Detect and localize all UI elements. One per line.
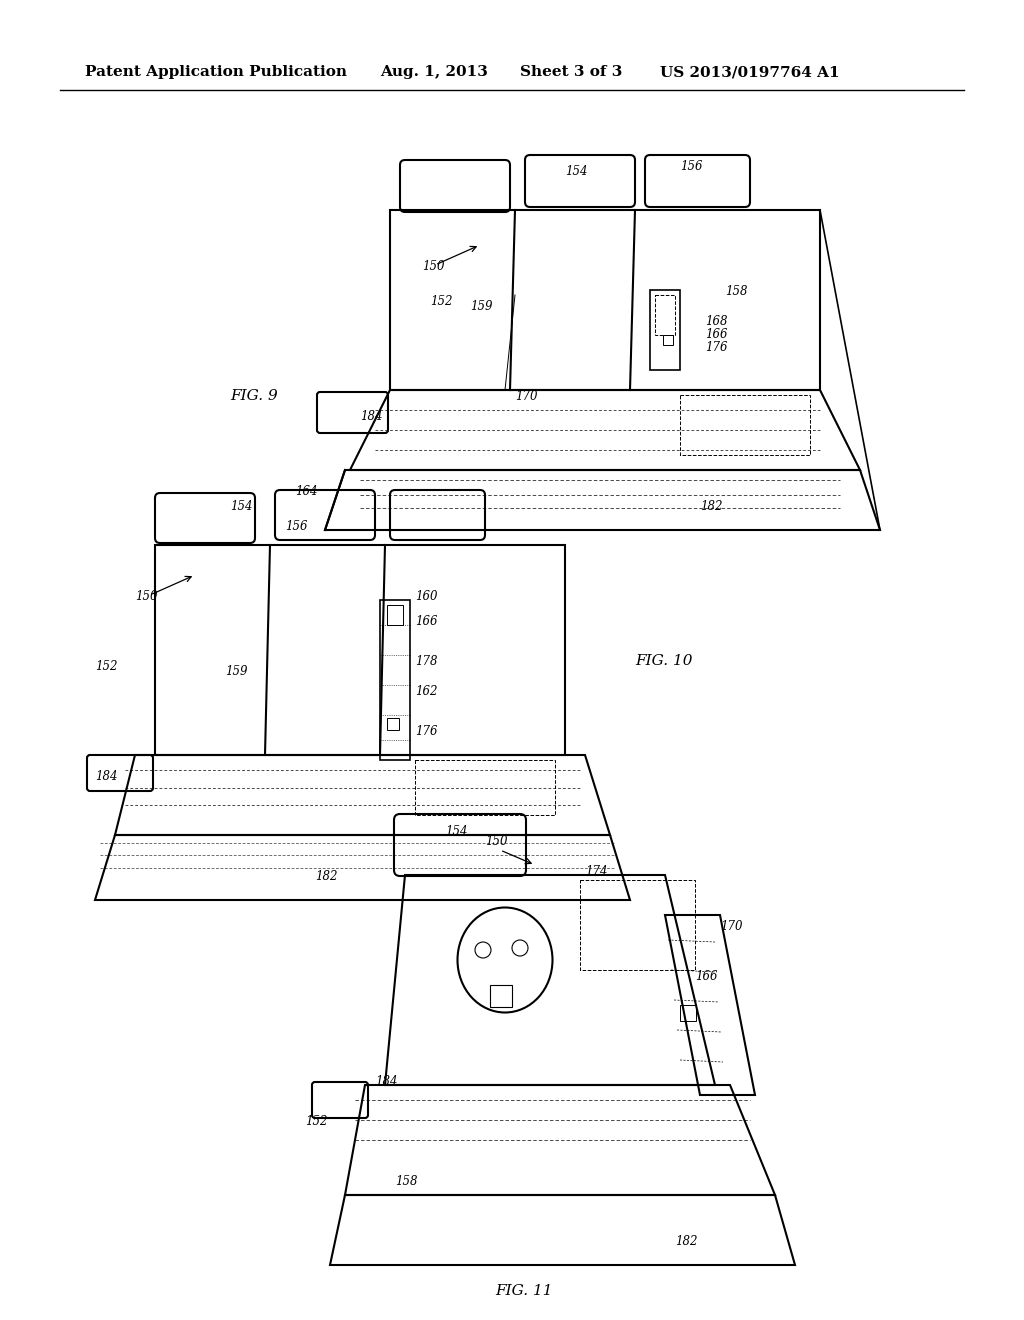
Bar <box>415 760 555 814</box>
Text: 156: 156 <box>680 160 702 173</box>
Text: Aug. 1, 2013: Aug. 1, 2013 <box>380 65 487 79</box>
Text: 170: 170 <box>515 389 538 403</box>
Text: 156: 156 <box>285 520 307 533</box>
Bar <box>387 605 403 624</box>
Text: 150: 150 <box>485 836 508 847</box>
Text: 170: 170 <box>720 920 742 933</box>
Text: 162: 162 <box>415 685 437 698</box>
Text: 176: 176 <box>705 341 727 354</box>
Text: 174: 174 <box>585 865 607 878</box>
Text: 152: 152 <box>95 660 118 673</box>
Text: 154: 154 <box>230 500 253 513</box>
Text: 159: 159 <box>225 665 248 678</box>
Text: FIG. 9: FIG. 9 <box>230 389 278 403</box>
Text: 158: 158 <box>395 1175 418 1188</box>
Bar <box>680 1005 696 1020</box>
Text: 154: 154 <box>445 825 468 838</box>
Text: 166: 166 <box>695 970 718 983</box>
Bar <box>380 601 410 760</box>
Text: 168: 168 <box>705 315 727 327</box>
Text: 184: 184 <box>95 770 118 783</box>
Text: FIG. 11: FIG. 11 <box>495 1284 553 1298</box>
Text: 182: 182 <box>700 500 723 513</box>
Bar <box>655 294 675 335</box>
Text: 176: 176 <box>415 725 437 738</box>
Text: 159: 159 <box>470 300 493 313</box>
Bar <box>650 290 680 370</box>
Text: 158: 158 <box>725 285 748 298</box>
Text: 166: 166 <box>415 615 437 628</box>
Bar <box>663 335 673 345</box>
Text: 154: 154 <box>565 165 588 178</box>
Text: Patent Application Publication: Patent Application Publication <box>85 65 347 79</box>
Text: 182: 182 <box>315 870 338 883</box>
Bar <box>490 985 512 1007</box>
Text: 152: 152 <box>305 1115 328 1129</box>
Text: 178: 178 <box>415 655 437 668</box>
Text: 164: 164 <box>295 484 317 498</box>
Bar <box>387 718 399 730</box>
Bar <box>580 880 695 970</box>
Bar <box>680 395 810 455</box>
Text: 160: 160 <box>415 590 437 603</box>
Text: 152: 152 <box>430 294 453 308</box>
Text: 184: 184 <box>360 411 383 422</box>
Text: FIG. 10: FIG. 10 <box>635 653 692 668</box>
Text: 166: 166 <box>705 327 727 341</box>
Text: 182: 182 <box>675 1236 697 1247</box>
Text: 150: 150 <box>135 590 158 603</box>
Text: Sheet 3 of 3: Sheet 3 of 3 <box>520 65 623 79</box>
Text: 184: 184 <box>375 1074 397 1088</box>
Text: US 2013/0197764 A1: US 2013/0197764 A1 <box>660 65 840 79</box>
Text: 150: 150 <box>422 260 444 273</box>
